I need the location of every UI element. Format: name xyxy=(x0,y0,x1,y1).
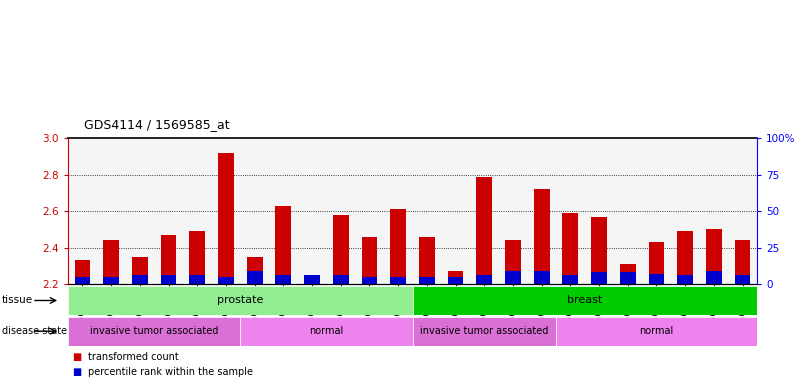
Bar xyxy=(620,264,636,284)
Text: prostate: prostate xyxy=(217,295,264,306)
Bar xyxy=(161,235,176,284)
Text: normal: normal xyxy=(309,326,344,336)
Bar xyxy=(448,271,464,284)
Bar xyxy=(477,275,492,284)
Text: invasive tumor associated: invasive tumor associated xyxy=(420,326,549,336)
Bar xyxy=(620,273,636,284)
Bar xyxy=(74,260,91,284)
Text: ■: ■ xyxy=(72,367,82,377)
Bar xyxy=(533,189,549,284)
Text: normal: normal xyxy=(639,326,674,336)
Bar xyxy=(189,231,205,284)
Text: breast: breast xyxy=(567,295,602,306)
Bar xyxy=(419,237,435,284)
Bar xyxy=(132,257,147,284)
Bar xyxy=(390,277,406,284)
Bar xyxy=(333,275,348,284)
Text: ■: ■ xyxy=(72,352,82,362)
Text: percentile rank within the sample: percentile rank within the sample xyxy=(88,367,253,377)
Text: tissue: tissue xyxy=(2,295,33,306)
Bar xyxy=(390,209,406,284)
Text: invasive tumor associated: invasive tumor associated xyxy=(90,326,219,336)
Bar xyxy=(735,275,751,284)
Bar xyxy=(533,271,549,284)
Bar xyxy=(240,317,413,346)
Bar xyxy=(413,286,757,315)
Bar xyxy=(591,273,607,284)
Bar xyxy=(132,275,147,284)
Bar xyxy=(649,242,664,284)
Bar xyxy=(419,277,435,284)
Bar xyxy=(103,240,119,284)
Bar xyxy=(247,271,263,284)
Bar xyxy=(361,277,377,284)
Bar xyxy=(477,177,492,284)
Bar xyxy=(161,275,176,284)
Bar xyxy=(276,275,292,284)
Bar xyxy=(591,217,607,284)
Bar xyxy=(505,240,521,284)
Bar xyxy=(562,213,578,284)
Bar xyxy=(68,317,240,346)
Bar xyxy=(706,230,722,284)
Bar xyxy=(556,317,757,346)
Bar xyxy=(189,275,205,284)
Bar xyxy=(448,277,464,284)
Bar xyxy=(706,271,722,284)
Text: disease state: disease state xyxy=(2,326,66,336)
Bar xyxy=(361,237,377,284)
Bar xyxy=(74,277,91,284)
Bar xyxy=(68,286,413,315)
Bar xyxy=(276,206,292,284)
Bar xyxy=(649,274,664,284)
Bar xyxy=(304,281,320,284)
Text: GDS4114 / 1569585_at: GDS4114 / 1569585_at xyxy=(84,118,230,131)
Bar xyxy=(218,277,234,284)
Text: transformed count: transformed count xyxy=(88,352,179,362)
Bar xyxy=(218,153,234,284)
Bar xyxy=(333,215,348,284)
Bar xyxy=(678,275,693,284)
Bar xyxy=(505,271,521,284)
Bar xyxy=(562,275,578,284)
Bar xyxy=(304,275,320,284)
Bar xyxy=(678,231,693,284)
Bar xyxy=(247,257,263,284)
Bar xyxy=(103,277,119,284)
Bar xyxy=(413,317,556,346)
Bar xyxy=(735,240,751,284)
